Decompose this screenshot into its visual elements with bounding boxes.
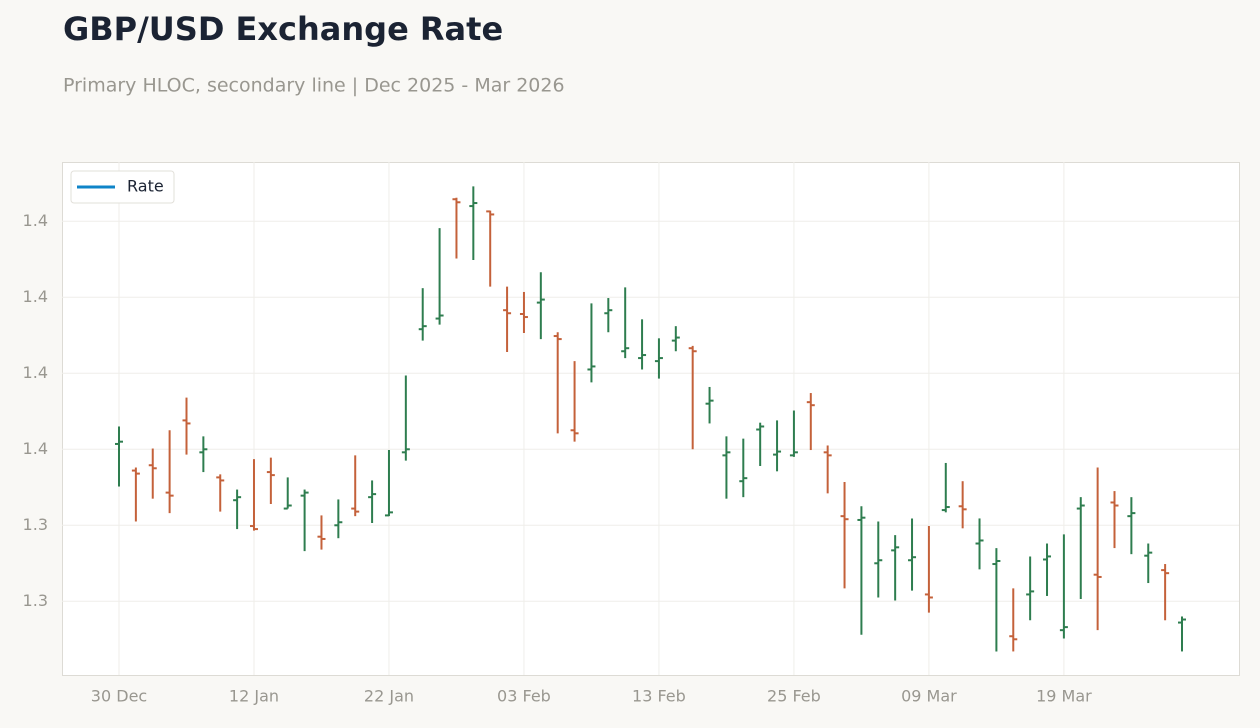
x-tick-label: 12 Jan xyxy=(229,687,279,706)
plot-area xyxy=(62,162,1240,676)
x-tick-label: 30 Dec xyxy=(91,687,147,706)
x-tick-label: 09 Mar xyxy=(901,687,957,706)
x-tick-label: 25 Feb xyxy=(767,687,821,706)
y-tick-label: 1.4 xyxy=(23,287,48,306)
y-tick-label: 1.3 xyxy=(23,591,48,610)
x-tick-label: 03 Feb xyxy=(497,687,551,706)
x-tick-label: 13 Feb xyxy=(632,687,686,706)
legend-box xyxy=(70,170,175,204)
x-tick-label: 19 Mar xyxy=(1036,687,1092,706)
chart-title: GBP/USD Exchange Rate xyxy=(63,10,503,48)
y-tick-label: 1.3 xyxy=(23,515,48,534)
x-tick-label: 22 Jan xyxy=(364,687,414,706)
legend-label: Rate xyxy=(127,177,164,196)
y-tick-label: 1.4 xyxy=(23,439,48,458)
y-tick-label: 1.4 xyxy=(23,363,48,382)
y-tick-label: 1.4 xyxy=(23,211,48,230)
chart-subtitle: Primary HLOC, secondary line | Dec 2025 … xyxy=(63,75,565,97)
